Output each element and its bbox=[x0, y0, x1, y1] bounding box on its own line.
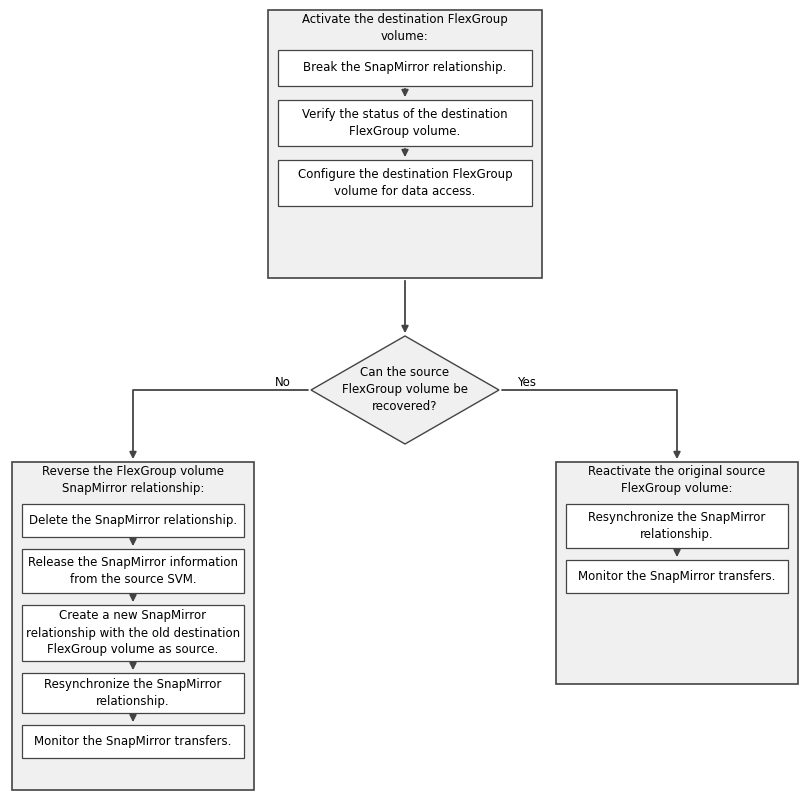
Text: Verify the status of the destination
FlexGroup volume.: Verify the status of the destination Fle… bbox=[302, 108, 508, 138]
Text: Monitor the SnapMirror transfers.: Monitor the SnapMirror transfers. bbox=[578, 570, 776, 583]
Text: Yes: Yes bbox=[518, 376, 536, 388]
Bar bbox=[566, 560, 788, 593]
Bar bbox=[566, 504, 788, 548]
Text: Configure the destination FlexGroup
volume for data access.: Configure the destination FlexGroup volu… bbox=[298, 168, 512, 198]
Text: Create a new SnapMirror
relationship with the old destination
FlexGroup volume a: Create a new SnapMirror relationship wit… bbox=[26, 610, 240, 657]
Text: Delete the SnapMirror relationship.: Delete the SnapMirror relationship. bbox=[29, 514, 237, 527]
Text: Monitor the SnapMirror transfers.: Monitor the SnapMirror transfers. bbox=[34, 735, 232, 748]
Text: Can the source
FlexGroup volume be
recovered?: Can the source FlexGroup volume be recov… bbox=[342, 367, 468, 413]
Bar bbox=[22, 673, 244, 713]
Bar bbox=[268, 10, 542, 278]
Text: Activate the destination FlexGroup
volume:: Activate the destination FlexGroup volum… bbox=[302, 13, 508, 43]
Bar bbox=[278, 160, 532, 206]
Bar bbox=[22, 549, 244, 593]
Text: Release the SnapMirror information
from the source SVM.: Release the SnapMirror information from … bbox=[28, 556, 238, 586]
Bar bbox=[278, 100, 532, 146]
Bar bbox=[22, 605, 244, 661]
Text: Break the SnapMirror relationship.: Break the SnapMirror relationship. bbox=[303, 62, 507, 74]
Bar bbox=[556, 462, 798, 684]
Text: Reverse the FlexGroup volume
SnapMirror relationship:: Reverse the FlexGroup volume SnapMirror … bbox=[42, 465, 224, 495]
Polygon shape bbox=[311, 336, 499, 444]
Bar bbox=[22, 504, 244, 537]
Text: No: No bbox=[275, 376, 291, 388]
Text: Reactivate the original source
FlexGroup volume:: Reactivate the original source FlexGroup… bbox=[588, 465, 765, 495]
Bar bbox=[22, 725, 244, 758]
Text: Resynchronize the SnapMirror
relationship.: Resynchronize the SnapMirror relationshi… bbox=[588, 511, 765, 541]
Bar bbox=[278, 50, 532, 86]
Text: Resynchronize the SnapMirror
relationship.: Resynchronize the SnapMirror relationshi… bbox=[45, 678, 222, 708]
Bar bbox=[12, 462, 254, 790]
